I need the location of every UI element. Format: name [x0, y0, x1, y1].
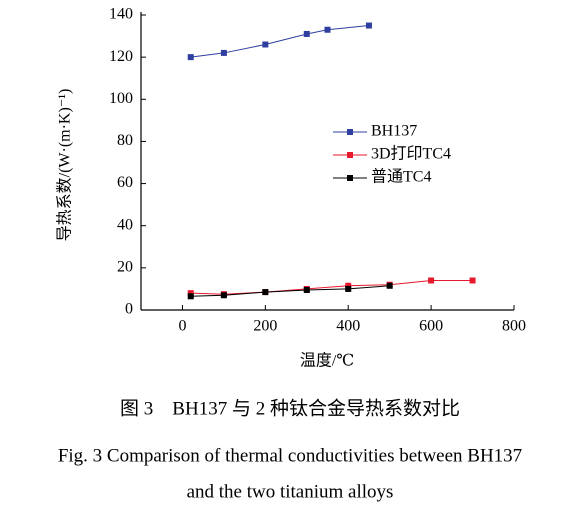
- data-point: [220, 292, 227, 299]
- caption-en: Fig. 3 Comparison of thermal conductivit…: [58, 445, 522, 466]
- series-line: [190, 285, 390, 297]
- x-tick-label: 800: [502, 318, 526, 335]
- y-tick-label: 40: [117, 216, 133, 233]
- y-tick-label: 80: [117, 132, 133, 149]
- data-point: [220, 49, 227, 56]
- x-tick-label: 400: [336, 318, 360, 335]
- data-point: [187, 293, 194, 300]
- y-tick-label: 60: [117, 174, 133, 191]
- data-point: [365, 22, 372, 29]
- y-axis-label: 导热系数/(W·(m·K)⁻¹): [56, 89, 74, 242]
- data-point: [386, 282, 393, 289]
- caption-en: and the two titanium alloys: [187, 481, 394, 502]
- data-point: [262, 41, 269, 48]
- y-tick-label: 20: [117, 259, 133, 276]
- x-axis-label: 温度/℃: [300, 352, 354, 370]
- y-tick-label: 100: [109, 90, 133, 107]
- data-point: [303, 286, 310, 293]
- legend-label: 3D打印TC4: [371, 145, 451, 163]
- data-point: [303, 30, 310, 37]
- y-tick-label: 140: [109, 6, 133, 23]
- series-line: [190, 280, 473, 295]
- x-tick-label: 0: [178, 318, 186, 335]
- data-point: [187, 54, 194, 61]
- data-point: [345, 285, 352, 292]
- data-point: [187, 290, 194, 297]
- y-tick-label: 0: [125, 301, 133, 318]
- legend-label: 普通TC4: [371, 168, 431, 186]
- x-tick-label: 600: [419, 318, 443, 335]
- caption-zh: 图 3 BH137 与 2 种钛合金导热系数对比: [120, 397, 460, 419]
- x-tick-label: 200: [253, 318, 277, 335]
- data-point: [428, 277, 435, 284]
- data-point: [345, 282, 352, 289]
- legend-marker: [347, 175, 353, 181]
- legend-marker: [347, 152, 353, 158]
- legend-label: BH137: [371, 123, 417, 140]
- data-point: [469, 277, 476, 284]
- data-point: [262, 289, 269, 296]
- legend-marker: [347, 129, 353, 135]
- y-tick-label: 120: [109, 48, 133, 65]
- data-point: [324, 26, 331, 33]
- series-line: [190, 25, 369, 58]
